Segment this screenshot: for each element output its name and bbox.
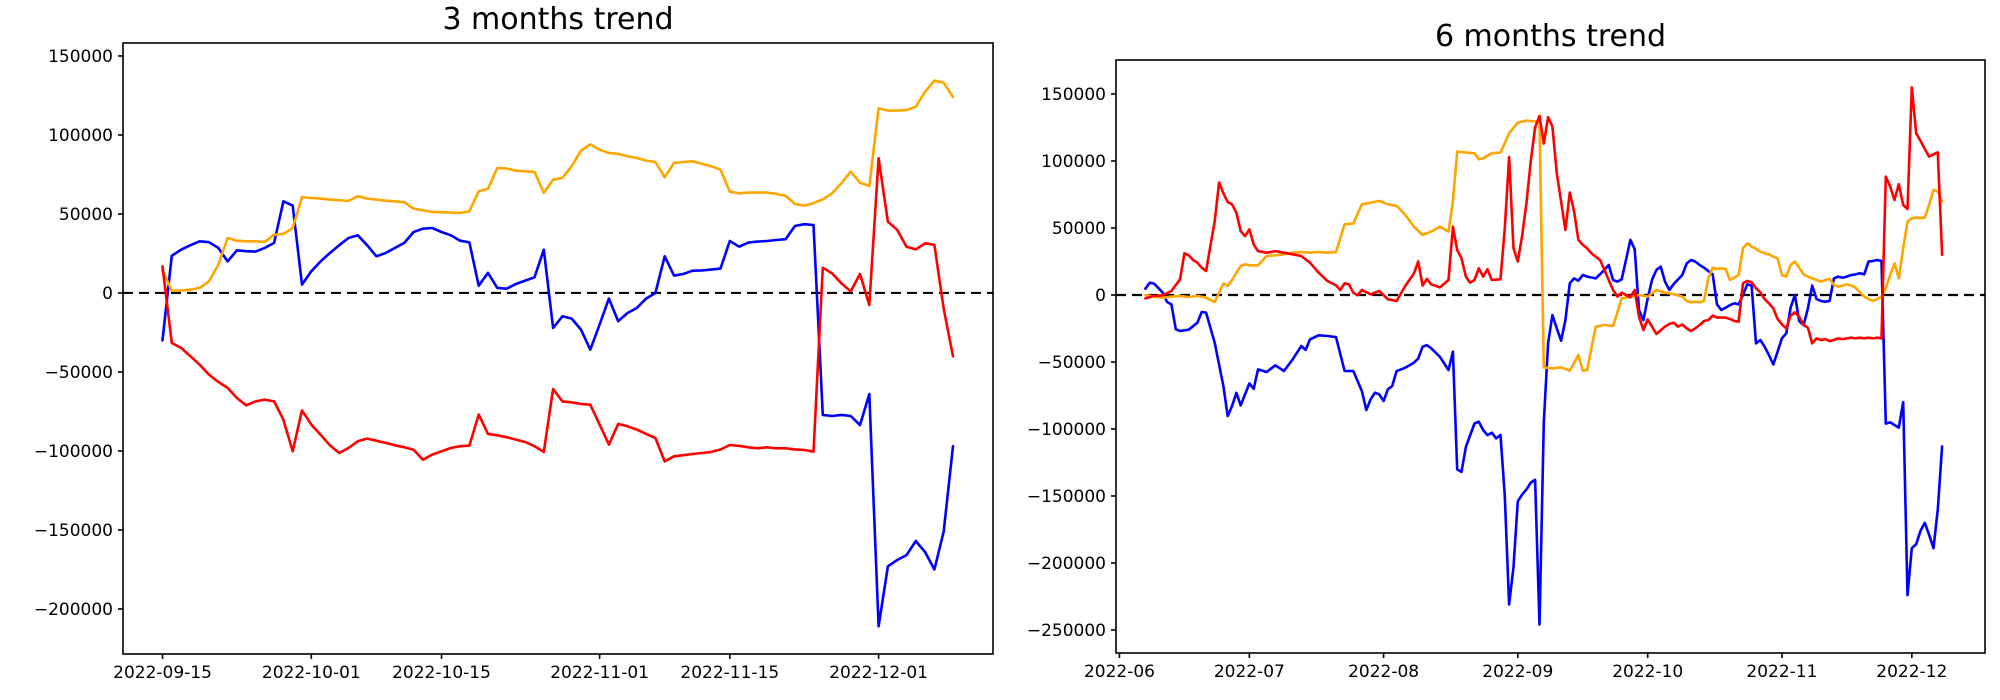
chart-left-x-tick-label: 2022-11-15 bbox=[680, 663, 779, 683]
chart-right-frame bbox=[1115, 59, 1986, 654]
chart-left-series-line-orange bbox=[161, 79, 955, 292]
chart-left-x-tick-label: 2022-12-01 bbox=[829, 663, 928, 683]
chart-left-y-tick-label: −150000 bbox=[34, 521, 113, 541]
chart-right-y-tick-label: 100000 bbox=[1041, 152, 1106, 172]
chart-right-x-tick-label: 2022-12 bbox=[1876, 662, 1947, 682]
chart-right-y-tick-label: −50000 bbox=[1038, 353, 1106, 373]
left-chart-title: 3 months trend bbox=[442, 2, 674, 37]
chart-right-y-tick-label: −150000 bbox=[1027, 487, 1106, 507]
chart-left-x-tick-label: 2022-11-01 bbox=[550, 663, 649, 683]
chart-right-x-tick-label: 2022-09 bbox=[1482, 662, 1553, 682]
chart-right-y-tick-label: 0 bbox=[1095, 286, 1106, 306]
chart-right-x-tick-label: 2022-08 bbox=[1348, 662, 1419, 682]
chart-left-y-tick-label: 100000 bbox=[48, 126, 113, 146]
chart-right-x-tick-label: 2022-06 bbox=[1084, 662, 1155, 682]
right-chart-title: 6 months trend bbox=[1434, 19, 1667, 54]
chart-right-x-tick-label: 2022-07 bbox=[1214, 662, 1285, 682]
chart-right-y-tick-label: 150000 bbox=[1041, 85, 1106, 105]
chart-left-x-tick-label: 2022-10-01 bbox=[262, 663, 361, 683]
chart-left-y-tick-label: 0 bbox=[102, 284, 113, 304]
chart-right-series-line-blue bbox=[1144, 238, 1944, 626]
chart-left-x-tick-label: 2022-10-15 bbox=[392, 663, 491, 683]
chart-right-series-line-orange bbox=[1144, 119, 1944, 373]
chart-left-y-tick-label: −100000 bbox=[34, 442, 113, 462]
chart-right-series-line-red bbox=[1144, 86, 1944, 345]
chart-left-y-tick-label: −50000 bbox=[45, 363, 113, 383]
chart-left-series-line-red bbox=[161, 157, 955, 463]
chart-left-y-tick-label: 50000 bbox=[59, 205, 113, 225]
chart-right-x-tick-label: 2022-10 bbox=[1612, 662, 1683, 682]
chart-right-y-tick-label: −100000 bbox=[1027, 420, 1106, 440]
chart-left-frame bbox=[122, 42, 994, 655]
chart-left-y-tick-label: −200000 bbox=[34, 600, 113, 620]
chart-left-x-tick-label: 2022-09-15 bbox=[113, 663, 212, 683]
chart-right-y-tick-label: −250000 bbox=[1027, 621, 1106, 641]
chart-right-x-tick-label: 2022-11 bbox=[1746, 662, 1817, 682]
chart-left-y-tick-label: 150000 bbox=[48, 47, 113, 67]
chart-right-y-tick-label: 50000 bbox=[1052, 219, 1106, 239]
chart-right-y-tick-label: −200000 bbox=[1027, 554, 1106, 574]
